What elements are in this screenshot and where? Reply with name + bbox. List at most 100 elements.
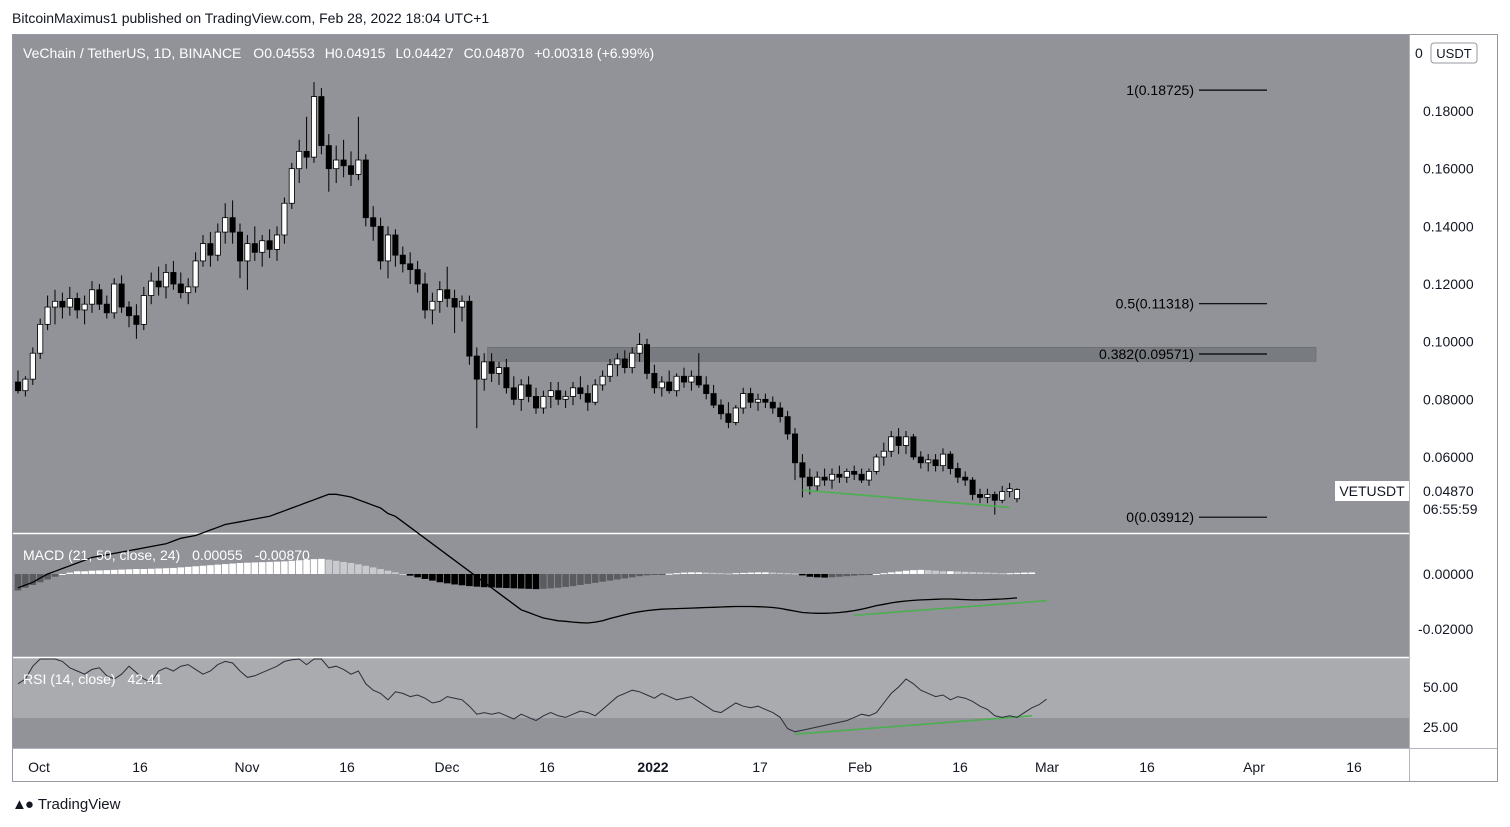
price-pane[interactable] (13, 35, 1409, 533)
macd-histogram-bar (258, 562, 266, 574)
candle-body (29, 352, 36, 380)
macd-histogram-bar (244, 562, 251, 574)
fib-level-label: 1(0.18725) (1126, 82, 1194, 98)
macd-histogram-bar (976, 572, 984, 574)
footer-brand[interactable]: ▲● TradingView (12, 796, 120, 813)
candle-body (399, 254, 406, 265)
candle (362, 154, 369, 227)
candle-body (562, 396, 569, 400)
macd-histogram-bar (702, 572, 710, 574)
candle-body (658, 381, 665, 389)
candle-body (81, 303, 88, 311)
candle (177, 272, 184, 299)
macd-histogram-bar (651, 574, 658, 575)
time-axis-tick: 16 (339, 759, 355, 775)
candle (821, 468, 828, 486)
candle-body (310, 96, 317, 158)
candle (577, 376, 584, 400)
candle-body (96, 289, 103, 305)
macd-histogram-bar (562, 574, 569, 587)
candle-body (481, 361, 488, 380)
candle-body (792, 433, 799, 464)
time-axis-tick: 16 (952, 759, 968, 775)
macd-histogram-bar (991, 572, 999, 574)
time-axis-tick: 16 (132, 759, 148, 775)
candle-body (843, 471, 850, 478)
macd-histogram-bar (488, 574, 495, 588)
candle (725, 402, 732, 429)
macd-histogram-bar (865, 574, 873, 575)
macd-histogram-bar (569, 574, 577, 587)
macd-histogram-bar (776, 572, 784, 574)
candle (629, 347, 636, 374)
candle-body (829, 473, 836, 481)
legend-high-label: H (325, 45, 335, 61)
candle (495, 361, 502, 385)
macd-histogram-bar (192, 566, 199, 574)
rsi-divergence-line (794, 715, 1032, 735)
macd-histogram-bar (843, 574, 851, 577)
candle-body (436, 289, 443, 302)
candle (66, 286, 73, 316)
macd-histogram-bar (288, 560, 296, 574)
macd-histogram-bar (643, 574, 651, 576)
macd-histogram-bar (118, 569, 125, 574)
currency-button[interactable] (1430, 42, 1478, 64)
candle (170, 260, 177, 290)
ticker-tag (1335, 481, 1409, 501)
macd-histogram-bar (599, 574, 606, 582)
macd-pane[interactable] (13, 534, 1409, 657)
candle-body (510, 387, 517, 400)
macd-histogram-bar (229, 563, 236, 574)
macd-histogram-bar (887, 572, 895, 574)
chart-svg[interactable]: 1(0.18725) 0.5(0.11318) 0.382(0.09571) 0(0.… (13, 35, 1497, 781)
candle-body (666, 381, 673, 392)
macd-histogram-bar (273, 561, 281, 574)
legend-close-label: C (464, 45, 474, 61)
time-axis-tick: Mar (1035, 759, 1059, 775)
candle (384, 226, 391, 279)
candle-body (488, 361, 495, 374)
candle (236, 223, 243, 279)
candle-body (592, 384, 599, 403)
rsi-label: RSI (14, close) (23, 671, 116, 687)
macd-histogram-bar (806, 574, 814, 577)
macd-histogram-bar (850, 574, 858, 576)
macd-histogram-bar (636, 574, 643, 577)
candle-body (533, 396, 540, 409)
time-axis-tick: Dec (435, 759, 460, 775)
macd-histogram-bar (436, 574, 444, 583)
candle-body (806, 476, 813, 487)
candle-body (607, 364, 614, 377)
macd-histogram-bar (392, 572, 399, 574)
price-axis-tick: 0.14000 (1423, 218, 1474, 234)
candle-body (577, 387, 584, 394)
candle (436, 281, 443, 313)
macd-histogram-bar (310, 559, 318, 574)
macd-histogram-bar (939, 571, 947, 574)
candle (81, 295, 88, 325)
candle (22, 376, 29, 397)
macd-histogram-bar (214, 564, 222, 574)
candle-body (732, 407, 739, 423)
macd-histogram-bar (369, 567, 377, 574)
chart-frame[interactable]: 1(0.18725) 0.5(0.11318) 0.382(0.09571) 0(0.… (12, 34, 1498, 782)
candle (599, 370, 606, 391)
time-axis-tick: 2022 (637, 759, 668, 775)
candle (873, 454, 880, 475)
macd-histogram-bar (1013, 572, 1021, 574)
candle (451, 289, 458, 334)
time-axis-tick: 16 (539, 759, 555, 775)
candle (718, 399, 725, 420)
candle (111, 278, 118, 319)
candle (584, 384, 591, 411)
candle-body (155, 280, 162, 288)
price-axis-tick: 0.16000 (1423, 161, 1474, 177)
candle-body (866, 471, 873, 481)
candle (880, 442, 887, 466)
candle (333, 145, 340, 184)
svg-text:RSI (14, close) 42.41: RSI (14, close) 42.41 (23, 671, 163, 687)
candle (681, 367, 688, 388)
macd-histogram-bar (924, 570, 932, 574)
candle-body (444, 289, 451, 299)
